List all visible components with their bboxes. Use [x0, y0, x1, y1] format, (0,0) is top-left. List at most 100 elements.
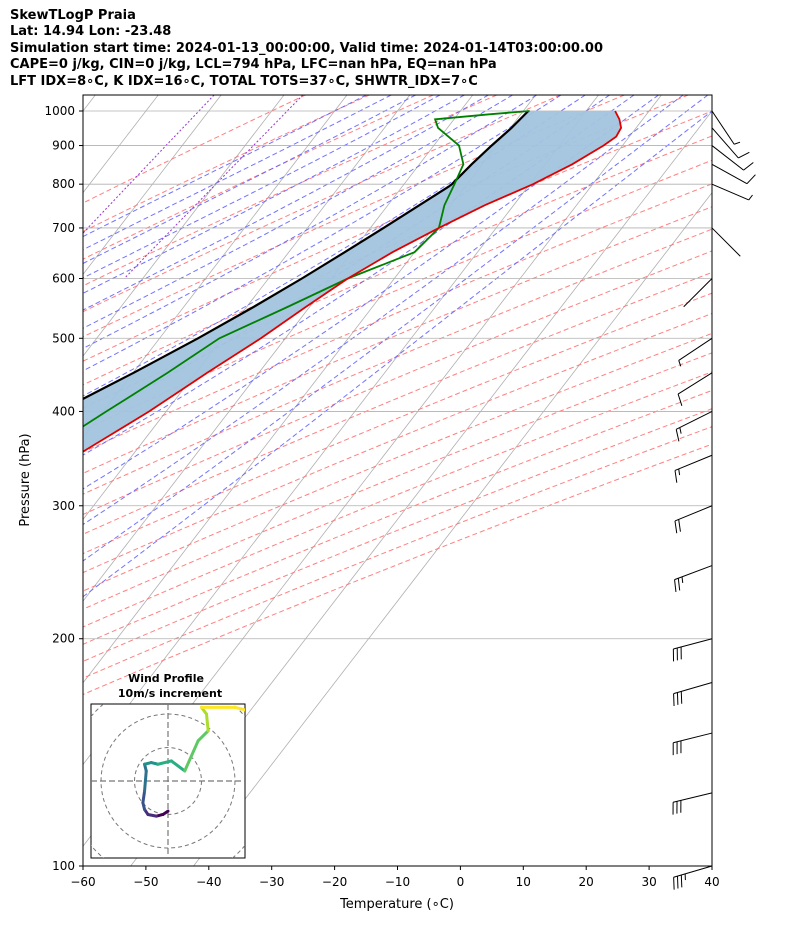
- isotherm-line: [83, 95, 285, 357]
- hodograph-segment: [169, 759, 187, 773]
- profiles: [83, 110, 623, 453]
- x-tick-label: 30: [641, 875, 656, 889]
- y-tick-label: 900: [52, 139, 75, 153]
- wind-barb: [674, 565, 713, 592]
- wind-barb: [711, 145, 754, 171]
- wind-barb: [673, 682, 713, 707]
- dry-adiabat-line: [83, 135, 712, 409]
- x-tick-label: −50: [133, 875, 158, 889]
- temperature-line: [83, 110, 623, 453]
- wind-barb: [711, 227, 741, 257]
- wind-barb-staff: [674, 565, 713, 581]
- hodograph-segment: [143, 769, 148, 793]
- x-tick-label: 10: [516, 875, 531, 889]
- wind-barb-staff: [674, 505, 713, 522]
- wind-barb-staff: [673, 732, 713, 744]
- wind-barb: [674, 454, 713, 483]
- wind-barb-staff: [674, 454, 713, 471]
- wind-barb-flag: [743, 162, 754, 171]
- wind-barb: [677, 372, 713, 406]
- wind-barb: [674, 505, 713, 534]
- wind-barb-staff: [711, 145, 744, 171]
- time-line: Simulation start time: 2024-01-13_00:00:…: [10, 40, 603, 56]
- wind-barb: [711, 163, 756, 185]
- wind-barb-staff: [673, 638, 713, 650]
- wind-barb-staff: [673, 792, 713, 803]
- y-tick-label: 500: [52, 331, 75, 345]
- wind-barb-staff: [677, 372, 713, 395]
- dry-adiabat-line: [83, 95, 561, 313]
- y-axis-label: Pressure (hPa): [18, 433, 33, 526]
- moist-adiabat-line: [83, 95, 684, 526]
- x-tick-label: −60: [70, 875, 95, 889]
- dry-adiabat-line: [83, 371, 712, 628]
- moist-adiabat-line: [83, 95, 709, 562]
- wind-barb: [711, 110, 741, 145]
- wind-barb-staff: [678, 337, 713, 361]
- wind-barb: [672, 638, 713, 662]
- wind-barb: [675, 410, 713, 442]
- wind-barb-half-flag: [681, 576, 684, 583]
- wind-barb: [673, 865, 713, 890]
- hodograph-segment: [156, 759, 173, 766]
- y-tick-label: 800: [52, 177, 75, 191]
- hodograph-segment: [233, 705, 245, 712]
- x-tick-label: −30: [259, 875, 284, 889]
- indices-line: LFT IDX=8∘C, K IDX=16∘C, TOTAL TOTS=37∘C…: [10, 73, 478, 89]
- wind-barb-flag: [674, 579, 677, 592]
- hodograph-subtitle: 10m/s increment: [118, 687, 222, 700]
- x-tick-label: −20: [322, 875, 347, 889]
- y-tick-label: 300: [52, 499, 75, 513]
- dry-adiabat-line: [83, 228, 712, 495]
- dry-adiabat-line: [83, 408, 712, 662]
- x-tick-label: −40: [196, 875, 221, 889]
- isotherm-line: [83, 95, 474, 602]
- moist-adiabat-line: [83, 95, 586, 397]
- isotherm-line: [83, 95, 348, 439]
- location-line: Lat: 14.94 Lon: -23.48: [10, 24, 172, 40]
- moist-adiabat-line: [83, 95, 489, 311]
- wind-barb: [678, 337, 713, 367]
- dry-adiabat-line: [83, 95, 434, 260]
- wind-barb-staff: [673, 682, 713, 695]
- parcel-profile-line: [83, 110, 530, 401]
- y-tick-label: 200: [52, 632, 75, 646]
- wind-barb: [672, 792, 713, 815]
- wind-barb: [711, 127, 750, 159]
- wind-barb-flag: [746, 174, 756, 185]
- wind-barb: [672, 732, 713, 756]
- x-tick-label: −10: [385, 875, 410, 889]
- y-tick-label: 600: [52, 271, 75, 285]
- moist-adiabat-line: [83, 95, 635, 456]
- wind-barb-flag: [674, 470, 678, 483]
- wind-barb-half-flag: [678, 468, 681, 476]
- wind-barb-staff: [711, 127, 739, 159]
- grid: [83, 110, 712, 867]
- wind-barb-half-flag: [678, 360, 682, 367]
- wind-barb-flag: [675, 429, 680, 442]
- x-tick-label: 0: [457, 875, 465, 889]
- hodograph: Wind Profile 10m/s increment: [90, 672, 246, 859]
- y-tick-label: 1000: [44, 104, 75, 118]
- dry-adiabat-line: [83, 206, 712, 474]
- wind-barb: [683, 278, 713, 308]
- wind-barb-flag: [674, 520, 678, 534]
- mixing-ratio-line: [83, 95, 215, 234]
- wind-barb-flag: [673, 877, 675, 890]
- x-tick-label: 40: [704, 875, 719, 889]
- wind-barb-staff: [711, 227, 741, 257]
- y-tick-label: 100: [52, 859, 75, 873]
- cin-shaded-area: [83, 111, 622, 452]
- dewpoint-line: [83, 110, 530, 428]
- dry-adiabat-line: [83, 95, 498, 287]
- isotherm-line: [193, 192, 712, 866]
- wind-barb-staff: [711, 163, 748, 185]
- wind-barb-staff: [673, 865, 713, 878]
- hodograph-segment: [141, 789, 147, 805]
- hodograph-segment: [183, 739, 200, 773]
- moist-adiabat-line: [83, 95, 416, 265]
- wind-barb-flag: [738, 151, 750, 159]
- y-tick-label: 400: [52, 404, 75, 418]
- wind-barb-half-flag: [679, 427, 682, 434]
- wind-barb-flag: [680, 875, 683, 888]
